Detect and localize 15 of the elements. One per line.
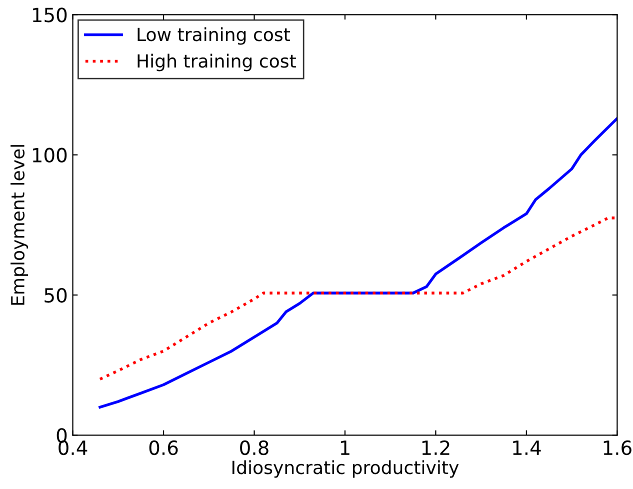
legend-label: High training cost: [138, 54, 296, 72]
x-tick-label: 1.4: [513, 440, 541, 455]
x-tick-label: 1.2: [422, 440, 450, 455]
y-tick-label: 150: [32, 8, 67, 22]
line-series: [98, 216, 618, 381]
line-series: [98, 117, 618, 409]
y-tick-label: 50: [44, 288, 67, 303]
legend-label: Low training cost: [138, 27, 290, 45]
x-tick-label: 0.8: [240, 440, 268, 456]
x-tick-label: 0.6: [149, 440, 178, 456]
y-axis-title: Employment level: [10, 145, 28, 305]
x-axis-title: Idiosyncratic productivity: [232, 460, 459, 478]
x-tick-label: 1.6: [604, 440, 632, 456]
x-tick-label: 1: [340, 440, 350, 455]
y-tick-label: 100: [32, 148, 67, 163]
